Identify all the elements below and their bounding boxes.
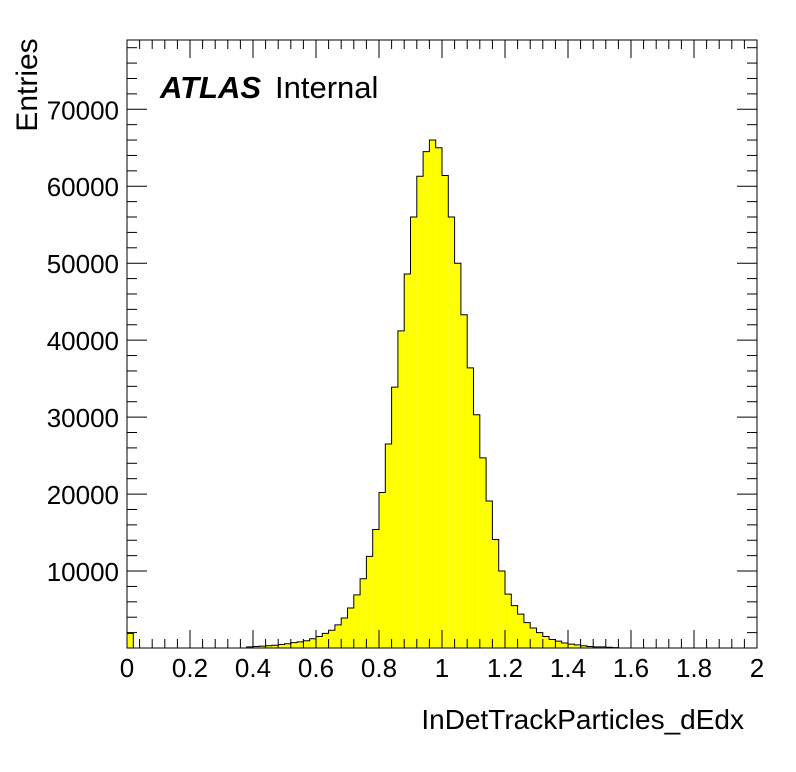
histogram-bar [442, 175, 449, 648]
histogram-bar [574, 644, 581, 648]
x-tick-label: 0.8 [361, 653, 397, 683]
histogram-bar [271, 645, 279, 648]
x-tick-label: 1.6 [613, 653, 649, 683]
histogram-bar [467, 367, 474, 648]
histogram-bar [523, 622, 531, 648]
histogram-bar [328, 630, 335, 648]
histogram-bar [404, 273, 411, 648]
y-axis-label: Entries [11, 38, 44, 132]
atlas-label: ATLAS Internal [160, 70, 378, 106]
histogram-bar [486, 501, 493, 648]
histogram-bar [416, 176, 424, 648]
histogram-bar [259, 646, 266, 648]
histogram-bar [265, 645, 272, 648]
x-tick-labels: 0 0.2 0.4 0.6 0.8 1 1.2 1.4 1.6 1.8 2 [120, 653, 764, 683]
x-tick-label: 1.4 [550, 653, 586, 683]
histogram-bar [423, 151, 430, 648]
histogram-bar [492, 539, 499, 648]
y-tick-label: 50000 [47, 249, 119, 279]
histogram-bar [549, 639, 556, 648]
histogram-bars [127, 140, 619, 649]
histogram-bar [561, 642, 568, 648]
histogram-bar [397, 330, 405, 648]
histogram-bar [505, 594, 512, 648]
histogram-bar [536, 632, 543, 648]
histogram-bar [435, 147, 442, 649]
y-tick-label: 30000 [47, 403, 119, 433]
x-tick-label: 0.6 [298, 653, 334, 683]
histogram-bar [297, 641, 304, 648]
histogram-bar [385, 444, 392, 648]
histogram-bar [460, 314, 468, 648]
histogram-bar [347, 607, 354, 648]
histogram-bar [284, 643, 291, 648]
histogram-bar [309, 638, 316, 648]
histogram-bar [473, 414, 480, 648]
histogram-bar [360, 578, 367, 648]
histogram-bar [253, 646, 260, 648]
histogram-bar [454, 263, 461, 648]
histogram-bar [530, 627, 537, 648]
histogram-bar [498, 571, 505, 648]
histogram-bar [316, 636, 323, 648]
y-tick-label: 20000 [47, 480, 119, 510]
x-tick-label: 1.8 [676, 653, 712, 683]
histogram-bar [580, 645, 587, 648]
x-tick-label: 1 [435, 653, 449, 683]
y-tick-label: 70000 [47, 95, 119, 125]
histogram-bar [303, 640, 310, 648]
histogram-bar [517, 614, 524, 648]
histogram-bar [479, 457, 487, 648]
histogram-bar [511, 605, 518, 648]
x-tick-label: 0.2 [172, 653, 208, 683]
histogram-bar [246, 646, 253, 648]
x-axis-label: InDetTrackParticles_dEdx [421, 704, 744, 735]
histogram-bar [290, 642, 298, 648]
histogram-bar [334, 624, 342, 648]
x-tick-label: 0 [120, 653, 134, 683]
histogram-bar [127, 633, 134, 648]
x-tick-label: 1.2 [487, 653, 523, 683]
y-tick-label: 60000 [47, 172, 119, 202]
histogram-bar [542, 636, 550, 648]
histogram-bar [353, 594, 361, 648]
histogram-bar [599, 646, 606, 648]
histogram-bar [448, 217, 455, 648]
histogram-bar [278, 644, 285, 648]
histogram-bar [429, 140, 436, 648]
histogram-bar [379, 492, 386, 648]
histogram-bar [391, 387, 398, 648]
histogram-bar [593, 646, 600, 648]
x-tick-label: 2 [750, 653, 764, 683]
histogram-bar [586, 646, 594, 648]
y-tick-label: 10000 [47, 557, 119, 587]
histogram-bar [366, 556, 373, 648]
axis-ticks [126, 40, 758, 649]
histogram-bar [372, 529, 379, 648]
atlas-label-bold: ATLAS [160, 70, 262, 105]
x-tick-label: 0.4 [235, 653, 271, 683]
y-tick-label: 40000 [47, 326, 119, 356]
histogram-bar [322, 633, 329, 648]
atlas-label-internal: Internal [275, 70, 379, 105]
histogram-bar [341, 617, 348, 648]
y-tick-labels: 10000 20000 30000 40000 50000 60000 70000 [47, 95, 119, 587]
histogram-bar [568, 644, 575, 648]
histogram-bar [410, 217, 417, 648]
histogram-bar [555, 641, 562, 648]
